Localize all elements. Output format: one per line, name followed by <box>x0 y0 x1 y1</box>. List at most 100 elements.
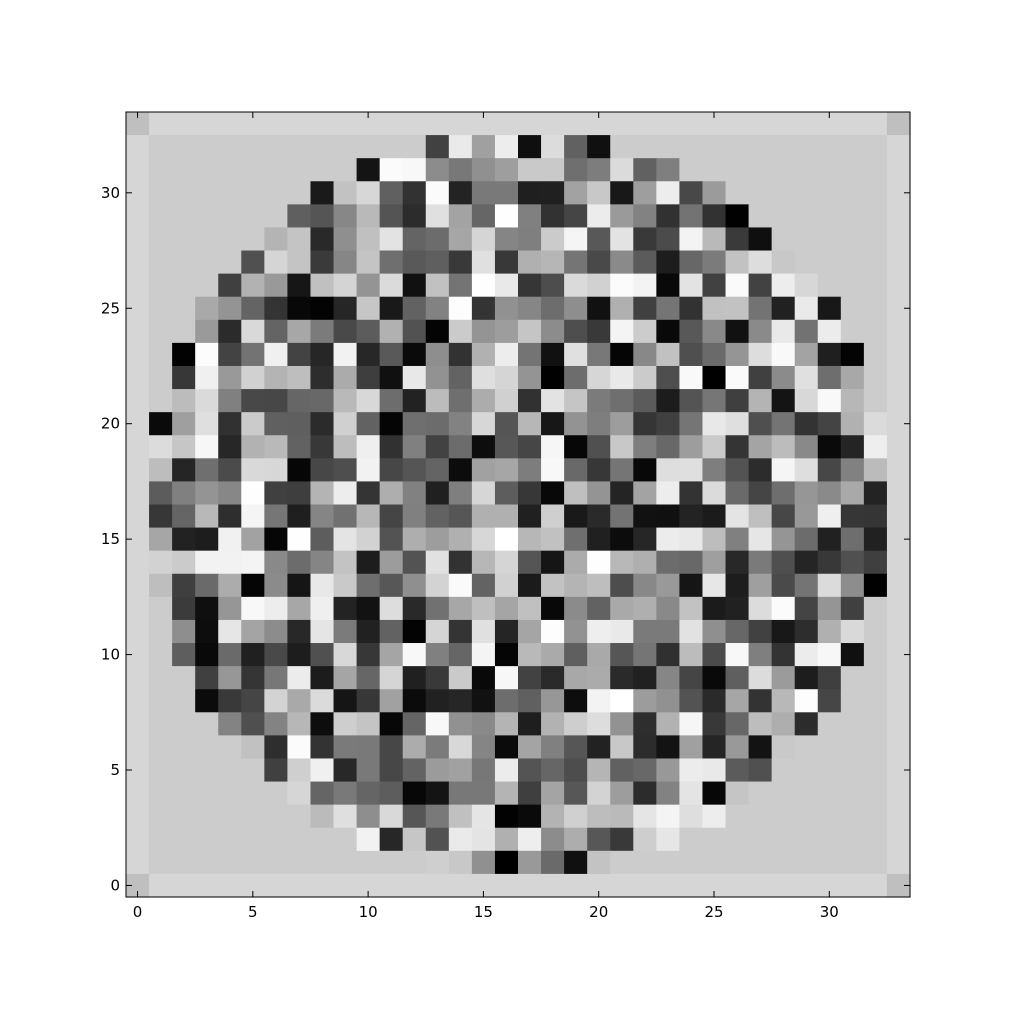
heatmap-cell <box>264 573 289 598</box>
heatmap-cell <box>725 527 750 552</box>
heatmap-cell <box>126 689 150 713</box>
heatmap-cell <box>587 712 611 736</box>
heatmap-cell <box>679 573 704 598</box>
heatmap-cell <box>633 250 657 275</box>
heatmap-cell <box>518 342 542 367</box>
heatmap-cell <box>425 389 450 413</box>
heatmap-cell <box>218 666 242 690</box>
heatmap-cell <box>886 850 911 875</box>
heatmap-cell <box>310 181 335 205</box>
heatmap-cell <box>356 596 381 621</box>
heatmap-cell <box>471 481 496 506</box>
y-tick-label: 5 <box>110 761 120 779</box>
heatmap-cell <box>356 135 381 159</box>
heatmap-cell <box>702 250 727 275</box>
heatmap-cell <box>541 504 565 529</box>
heatmap-cell <box>886 412 911 436</box>
heatmap-cell <box>126 735 150 760</box>
heatmap-cell <box>725 781 750 806</box>
heatmap-cell <box>564 527 588 552</box>
heatmap-cell <box>471 181 496 205</box>
heatmap-cell <box>679 135 704 159</box>
heatmap-cell <box>172 666 196 690</box>
heatmap-cell <box>402 643 427 667</box>
heatmap-cell <box>886 550 911 575</box>
heatmap-cell <box>610 735 634 760</box>
heatmap-cell <box>771 389 796 413</box>
heatmap-cell <box>333 112 358 136</box>
heatmap-cell <box>471 250 496 275</box>
heatmap-cell <box>794 873 819 898</box>
heatmap-cell <box>149 735 173 760</box>
heatmap-cell <box>448 850 473 875</box>
heatmap-cell <box>702 273 727 298</box>
heatmap-cell <box>264 481 289 506</box>
heatmap-cell <box>587 781 611 806</box>
heatmap-cell <box>794 227 819 252</box>
heatmap-cell <box>679 550 704 575</box>
heatmap-cell <box>656 319 681 344</box>
heatmap-cell <box>564 643 588 667</box>
heatmap-cell <box>725 435 750 459</box>
heatmap-cell <box>195 619 219 644</box>
heatmap-cell <box>218 273 242 298</box>
heatmap-cell <box>840 827 865 852</box>
heatmap-cell <box>610 158 634 182</box>
heatmap-cell <box>748 573 773 598</box>
heatmap-cell <box>126 712 150 736</box>
heatmap-cell <box>771 643 796 667</box>
heatmap-cell <box>425 158 450 182</box>
heatmap-cell <box>448 781 473 806</box>
heatmap-cell <box>587 481 611 506</box>
heatmap-cell <box>310 319 335 344</box>
heatmap-cell <box>840 850 865 875</box>
heatmap-cell <box>725 112 750 136</box>
heatmap-cell <box>518 850 542 875</box>
heatmap-cell <box>402 527 427 552</box>
heatmap-cell <box>771 273 796 298</box>
heatmap-cell <box>195 204 219 229</box>
heatmap-cell <box>310 135 335 159</box>
heatmap-cell <box>241 342 265 367</box>
heatmap-cell <box>541 412 565 436</box>
heatmap-cell <box>172 112 196 136</box>
heatmap-cell <box>126 204 150 229</box>
heatmap-cell <box>817 850 842 875</box>
heatmap-cell <box>725 666 750 690</box>
heatmap-cell <box>195 504 219 529</box>
heatmap-cell <box>379 666 404 690</box>
heatmap-cell <box>817 666 842 690</box>
heatmap-cell <box>333 296 358 321</box>
heatmap-cell <box>425 573 450 598</box>
heatmap-cell <box>702 227 727 252</box>
heatmap-cell <box>241 250 265 275</box>
heatmap-cell <box>817 273 842 298</box>
heatmap-cell <box>448 435 473 459</box>
heatmap-cell <box>379 804 404 829</box>
heatmap-cell <box>402 804 427 829</box>
heatmap-cell <box>748 158 773 182</box>
heatmap-cell <box>287 758 312 783</box>
heatmap-cell <box>333 342 358 367</box>
y-tick-label: 20 <box>101 415 120 433</box>
heatmap-cell <box>863 873 888 898</box>
heatmap-cell <box>748 643 773 667</box>
heatmap-cell <box>656 504 681 529</box>
heatmap-cell <box>610 550 634 575</box>
heatmap-cell <box>379 781 404 806</box>
heatmap-cell <box>564 227 588 252</box>
heatmap-cell <box>287 112 312 136</box>
heatmap-cell <box>541 435 565 459</box>
heatmap-cell <box>425 712 450 736</box>
heatmap-cell <box>518 758 542 783</box>
heatmap-cell <box>448 573 473 598</box>
heatmap-cell <box>379 504 404 529</box>
heatmap-cell <box>633 758 657 783</box>
heatmap-cell <box>518 619 542 644</box>
heatmap-cell <box>379 550 404 575</box>
heatmap-cell <box>379 319 404 344</box>
heatmap-cell <box>771 781 796 806</box>
heatmap-cell <box>172 619 196 644</box>
heatmap-cell <box>587 735 611 760</box>
heatmap-cell <box>564 758 588 783</box>
